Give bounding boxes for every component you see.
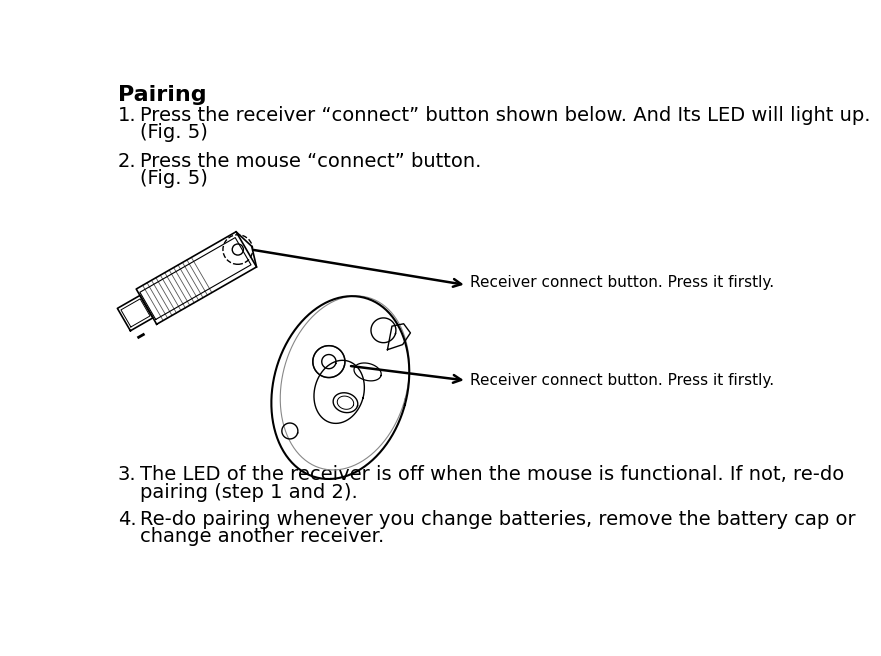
Text: (Fig. 5): (Fig. 5) (139, 169, 207, 188)
Text: 2.: 2. (118, 152, 137, 171)
Text: 4.: 4. (118, 510, 137, 529)
Text: change another receiver.: change another receiver. (139, 527, 384, 546)
Text: (Fig. 5): (Fig. 5) (139, 123, 207, 142)
Text: 3.: 3. (118, 465, 137, 484)
Text: The LED of the receiver is off when the mouse is functional. If not, re-do: The LED of the receiver is off when the … (139, 465, 844, 484)
Text: Press the receiver “connect” button shown below. And Its LED will light up.: Press the receiver “connect” button show… (139, 106, 870, 125)
Text: Receiver connect button. Press it firstly.: Receiver connect button. Press it firstl… (470, 274, 774, 289)
Text: Press the mouse “connect” button.: Press the mouse “connect” button. (139, 152, 481, 171)
Text: 1.: 1. (118, 106, 137, 125)
Text: Pairing: Pairing (118, 85, 206, 105)
Text: Receiver connect button. Press it firstly.: Receiver connect button. Press it firstl… (470, 373, 774, 388)
Text: pairing (step 1 and 2).: pairing (step 1 and 2). (139, 483, 358, 501)
Text: Re-do pairing whenever you change batteries, remove the battery cap or: Re-do pairing whenever you change batter… (139, 510, 855, 529)
